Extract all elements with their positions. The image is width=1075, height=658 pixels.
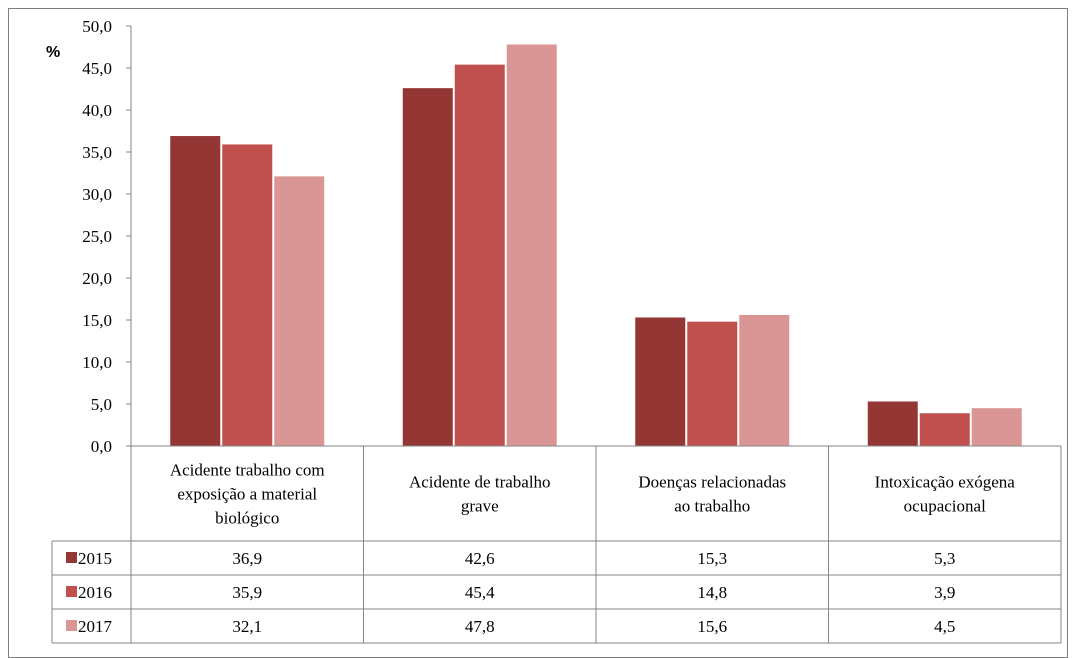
table-cell-value: 14,8	[697, 583, 727, 602]
y-tick-label: 30,0	[82, 185, 112, 204]
legend-swatch-2017	[66, 620, 77, 631]
bar-2017-2	[506, 44, 557, 446]
legend-label-2015: 2015	[78, 549, 112, 568]
table-cell-value: 15,6	[697, 617, 727, 636]
table-cell-value: 15,3	[697, 549, 727, 568]
bar-2016-3	[687, 321, 738, 446]
bar-2015-1	[170, 136, 221, 447]
y-tick-label: 45,0	[82, 59, 112, 78]
y-tick-label: 10,0	[82, 353, 112, 372]
y-tick-label: 35,0	[82, 143, 112, 162]
table-cell-value: 47,8	[465, 617, 495, 636]
bar-2016-4	[919, 413, 970, 446]
legend-swatch-2016	[66, 586, 77, 597]
table-cell-value: 45,4	[465, 583, 495, 602]
category-label: Intoxicação exógena	[875, 473, 1016, 492]
category-label: ocupacional	[904, 497, 986, 516]
category-label: Acidente de trabalho	[409, 473, 551, 492]
y-tick-label: 15,0	[82, 311, 112, 330]
y-tick-label: 50,0	[82, 17, 112, 36]
table-cell-value: 4,5	[934, 617, 955, 636]
legend-swatch-2015	[66, 552, 77, 563]
bar-2015-2	[402, 88, 453, 446]
category-label: Doenças relacionadas	[638, 473, 786, 492]
table-cell-value: 32,1	[232, 617, 262, 636]
bar-2015-4	[867, 401, 918, 446]
table-cell-value: 42,6	[465, 549, 495, 568]
category-label: biológico	[215, 509, 279, 528]
y-tick-label: 0,0	[91, 437, 112, 456]
category-label: grave	[461, 497, 499, 516]
legend-label-2017: 2017	[78, 617, 113, 636]
category-label: ao trabalho	[674, 497, 750, 516]
y-tick-label: 25,0	[82, 227, 112, 246]
bar-2015-3	[635, 317, 686, 446]
bar-2016-2	[454, 64, 505, 446]
bar-2017-3	[739, 314, 790, 446]
category-label: exposição a material	[177, 485, 317, 504]
y-tick-label: 40,0	[82, 101, 112, 120]
table-cell-value: 36,9	[232, 549, 262, 568]
y-tick-label: 5,0	[91, 395, 112, 414]
y-axis-unit-label: %	[46, 44, 60, 61]
table-cell-value: 5,3	[934, 549, 955, 568]
category-label: Acidente trabalho com	[170, 461, 325, 480]
bar-2017-1	[274, 176, 325, 447]
bar-2016-1	[222, 144, 273, 446]
table-cell-value: 3,9	[934, 583, 955, 602]
legend-label-2016: 2016	[78, 583, 112, 602]
table-cell-value: 35,9	[232, 583, 262, 602]
y-tick-label: 20,0	[82, 269, 112, 288]
bar-2017-4	[971, 408, 1022, 446]
